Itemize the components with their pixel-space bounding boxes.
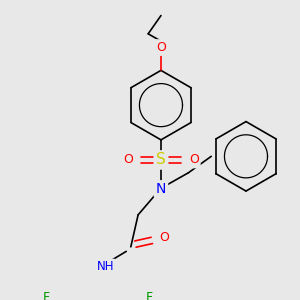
Text: F: F xyxy=(146,291,153,300)
Text: F: F xyxy=(43,291,50,300)
Text: O: O xyxy=(189,154,199,166)
Text: S: S xyxy=(156,152,166,167)
Text: NH: NH xyxy=(97,260,114,273)
Text: O: O xyxy=(156,41,166,54)
Text: O: O xyxy=(123,154,133,166)
Text: N: N xyxy=(156,182,166,196)
Text: O: O xyxy=(159,231,169,244)
